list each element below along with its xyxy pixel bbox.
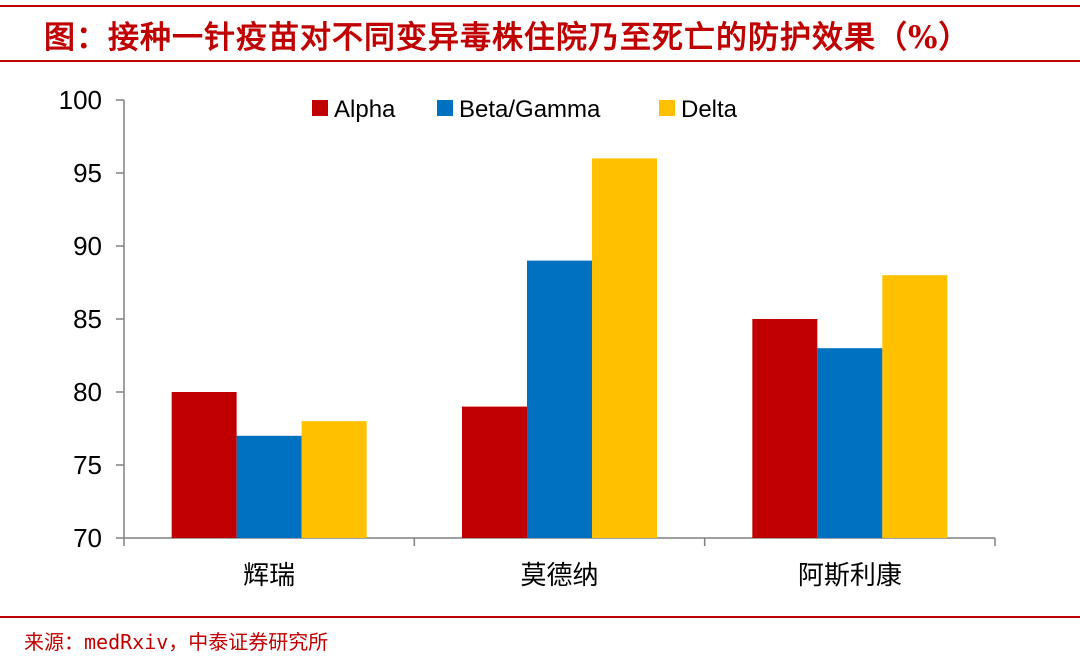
bar-beta-gamma-1 (527, 260, 592, 538)
y-tick-label: 100 (59, 85, 102, 115)
bar-delta-2 (882, 275, 948, 538)
x-tick-label: 莫德纳 (520, 561, 598, 591)
chart-title: 图：接种一针疫苗对不同变异毒株住院乃至死亡的防护效果（%） (44, 20, 971, 56)
x-tick-label: 辉瑞 (243, 561, 295, 591)
y-tick-label: 85 (73, 304, 102, 334)
title-bar: 图：接种一针疫苗对不同变异毒株住院乃至死亡的防护效果（%） (0, 0, 1080, 64)
y-tick-label: 95 (73, 158, 102, 188)
y-tick-label: 75 (73, 450, 102, 480)
legend-label-2: Delta (681, 96, 738, 123)
legend-label-1: Beta/Gamma (459, 96, 601, 123)
bar-alpha-0 (171, 392, 237, 538)
bar-beta-gamma-2 (817, 348, 883, 538)
x-tick-label: 阿斯利康 (798, 561, 902, 591)
y-tick-label: 80 (73, 377, 102, 407)
bar-chart: 70 75 80 85 90 95 100 辉瑞 莫德纳 阿斯利康 Alpha Beta/Gamma D… (59, 85, 996, 591)
legend-swatch-0 (312, 100, 328, 116)
legend-swatch-1 (437, 100, 453, 116)
footer-rule (0, 616, 1080, 618)
bar-alpha-1 (462, 406, 527, 538)
bar-delta-0 (301, 421, 367, 538)
bar-delta-1 (592, 158, 657, 538)
y-tick-label: 70 (73, 523, 102, 553)
bar-beta-gamma-0 (236, 435, 302, 538)
legend-label-0: Alpha (334, 96, 396, 123)
legend-swatch-2 (659, 100, 675, 116)
source-note: 来源：medRxiv，中泰证券研究所 (24, 630, 329, 654)
y-tick-label: 90 (73, 231, 102, 261)
title-rule-bottom (0, 60, 1080, 62)
title-rule-top (0, 5, 1080, 7)
bar-alpha-2 (752, 319, 818, 538)
